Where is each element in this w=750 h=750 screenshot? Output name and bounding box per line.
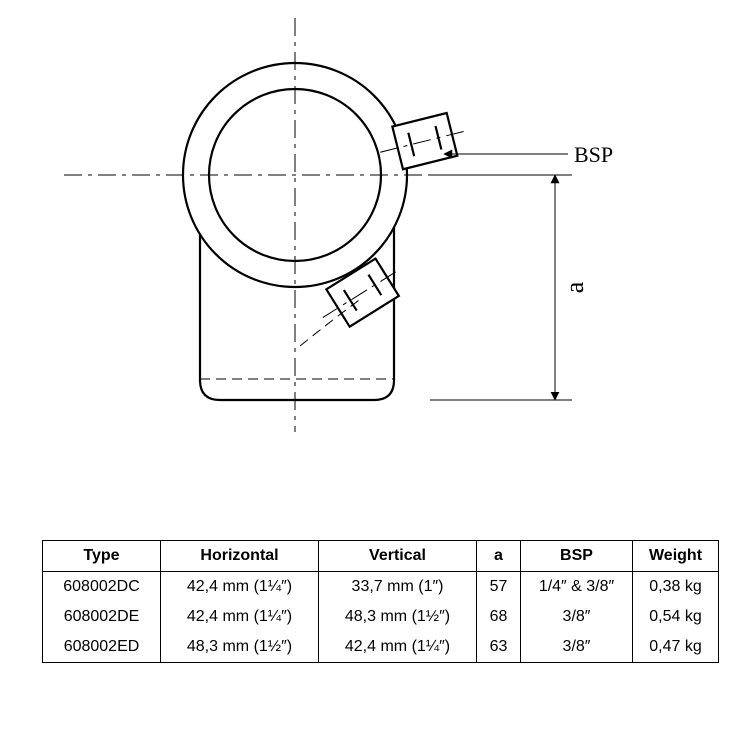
- table-cell: 63: [477, 632, 521, 663]
- table-cell: 48,3 mm (1½″): [319, 602, 477, 632]
- table-cell: 42,4 mm (1¼″): [161, 572, 319, 603]
- technical-drawing: BSP a: [0, 0, 750, 500]
- table-row: 608002ED48,3 mm (1½″)42,4 mm (1¼″)633/8″…: [43, 632, 719, 663]
- table-cell: 0,47 kg: [633, 632, 719, 663]
- table-cell: 48,3 mm (1½″): [161, 632, 319, 663]
- table-cell: 0,38 kg: [633, 572, 719, 603]
- table-cell: 42,4 mm (1¼″): [161, 602, 319, 632]
- table-cell: 608002ED: [43, 632, 161, 663]
- col-header: a: [477, 541, 521, 572]
- table-cell: 1/4″ & 3/8″: [521, 572, 633, 603]
- table-cell: 33,7 mm (1″): [319, 572, 477, 603]
- col-header: Vertical: [319, 541, 477, 572]
- col-header: Type: [43, 541, 161, 572]
- table-row: 608002DC42,4 mm (1¼″)33,7 mm (1″)571/4″ …: [43, 572, 719, 603]
- table-cell: 608002DE: [43, 602, 161, 632]
- col-header: Horizontal: [161, 541, 319, 572]
- col-header: BSP: [521, 541, 633, 572]
- table-row: 608002DE42,4 mm (1¼″)48,3 mm (1½″)683/8″…: [43, 602, 719, 632]
- col-header: Weight: [633, 541, 719, 572]
- table-cell: 42,4 mm (1¼″): [319, 632, 477, 663]
- table-cell: 0,54 kg: [633, 602, 719, 632]
- spec-table: TypeHorizontalVerticalaBSPWeight 608002D…: [42, 540, 719, 663]
- table-cell: 3/8″: [521, 602, 633, 632]
- table-cell: 3/8″: [521, 632, 633, 663]
- table-cell: 68: [477, 602, 521, 632]
- bsp-label: BSP: [574, 142, 613, 167]
- dimension-a-label: a: [560, 281, 589, 293]
- table-cell: 57: [477, 572, 521, 603]
- table-cell: 608002DC: [43, 572, 161, 603]
